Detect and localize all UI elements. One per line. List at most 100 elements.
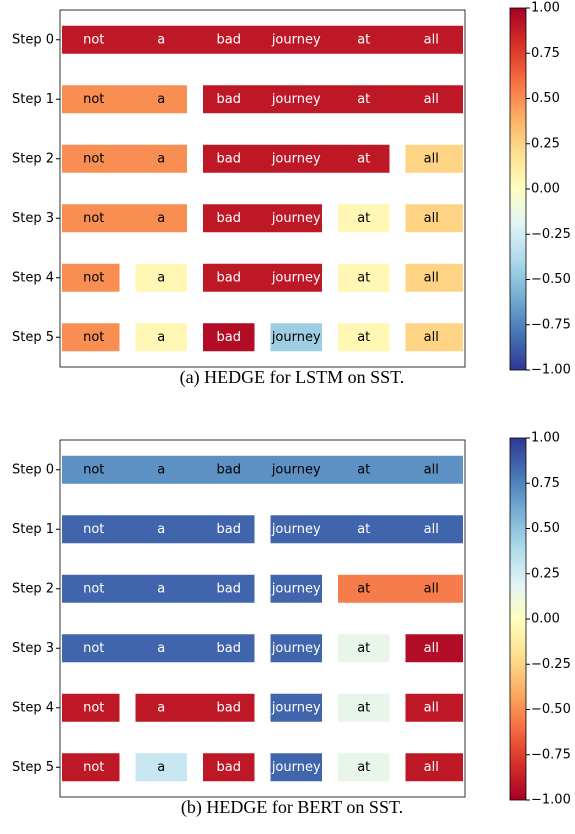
segment xyxy=(62,263,120,292)
colorbar-tick-label: 1.00 xyxy=(531,1,560,16)
word: a xyxy=(157,700,165,715)
word: a xyxy=(157,522,165,537)
colorbar-tick-label: −0.50 xyxy=(531,702,571,717)
word: at xyxy=(357,522,370,537)
colorbar-tick-label: 0.00 xyxy=(531,182,560,197)
word: bad xyxy=(217,330,241,345)
segment xyxy=(62,515,255,544)
segment xyxy=(62,753,120,782)
word: bad xyxy=(217,270,241,285)
word: journey xyxy=(271,270,321,285)
segment xyxy=(135,323,187,352)
word: a xyxy=(157,211,165,226)
word: all xyxy=(424,700,439,715)
colorbar xyxy=(509,437,527,801)
row-label: Step 5 xyxy=(12,760,54,775)
segment xyxy=(203,263,322,292)
plot-frame xyxy=(59,9,466,368)
word: journey xyxy=(271,151,321,166)
segment xyxy=(338,693,390,722)
row-label: Step 4 xyxy=(12,270,54,285)
word: at xyxy=(357,581,370,596)
segment xyxy=(405,323,463,352)
word: not xyxy=(83,700,104,715)
word: journey xyxy=(271,92,321,107)
segment xyxy=(135,263,187,292)
segment xyxy=(62,634,255,663)
segment xyxy=(62,574,255,603)
segment xyxy=(405,263,463,292)
word: bad xyxy=(217,760,241,775)
word: not xyxy=(83,92,104,107)
word: at xyxy=(357,32,370,47)
colorbar-tick-label: 0.25 xyxy=(531,566,560,581)
colorbar xyxy=(509,7,527,371)
segment xyxy=(62,323,120,352)
word: a xyxy=(157,151,165,166)
word: journey xyxy=(271,760,321,775)
word: journey xyxy=(271,330,321,345)
colorbar-tick-label: 0.75 xyxy=(531,46,560,61)
segment xyxy=(338,323,390,352)
word: a xyxy=(157,270,165,285)
caption: (b) HEDGE for BERT on SST. xyxy=(181,797,403,818)
word: journey xyxy=(271,522,321,537)
segment xyxy=(62,144,187,173)
word: a xyxy=(157,330,165,345)
word: not xyxy=(83,32,104,47)
word: bad xyxy=(217,211,241,226)
row-label: Step 3 xyxy=(12,641,54,656)
word: at xyxy=(357,760,370,775)
word: journey xyxy=(271,462,321,477)
segment xyxy=(62,693,120,722)
segment xyxy=(203,204,322,233)
word: at xyxy=(357,462,370,477)
word: at xyxy=(357,151,370,166)
segment xyxy=(270,574,322,603)
word: all xyxy=(424,462,439,477)
word: at xyxy=(357,641,370,656)
row-label: Step 0 xyxy=(12,32,54,47)
word: all xyxy=(424,330,439,345)
caption: (a) HEDGE for LSTM on SST. xyxy=(180,367,405,388)
segment xyxy=(270,634,322,663)
segment xyxy=(405,144,463,173)
word: all xyxy=(424,151,439,166)
segment xyxy=(338,574,463,603)
row-label: Step 2 xyxy=(12,581,54,596)
word: all xyxy=(424,270,439,285)
colorbar-tick-label: 0.50 xyxy=(531,521,560,536)
colorbar-tick-label: −0.25 xyxy=(531,227,571,242)
colorbar-tick-label: −0.75 xyxy=(531,747,571,762)
word: bad xyxy=(217,641,241,656)
colorbar-tick-label: −0.25 xyxy=(531,657,571,672)
colorbar-tick-label: −1.00 xyxy=(531,363,571,378)
word: not xyxy=(83,151,104,166)
segment xyxy=(203,144,390,173)
word: journey xyxy=(271,700,321,715)
segment xyxy=(270,693,322,722)
word: journey xyxy=(271,32,321,47)
segment xyxy=(62,204,187,233)
word: all xyxy=(424,641,439,656)
word: not xyxy=(83,581,104,596)
word: all xyxy=(424,522,439,537)
segment xyxy=(62,455,463,484)
segment xyxy=(135,753,187,782)
word: bad xyxy=(217,462,241,477)
colorbar-tick-label: −0.75 xyxy=(531,317,571,332)
segment xyxy=(338,634,390,663)
word: bad xyxy=(217,700,241,715)
word: not xyxy=(83,270,104,285)
colorbar-tick-label: 1.00 xyxy=(531,431,560,446)
word: all xyxy=(424,211,439,226)
row-label: Step 2 xyxy=(12,151,54,166)
word: bad xyxy=(217,581,241,596)
segment xyxy=(270,753,322,782)
word: bad xyxy=(217,32,241,47)
segment xyxy=(405,204,463,233)
segment xyxy=(405,753,463,782)
row-label: Step 3 xyxy=(12,211,54,226)
row-label: Step 5 xyxy=(12,330,54,345)
